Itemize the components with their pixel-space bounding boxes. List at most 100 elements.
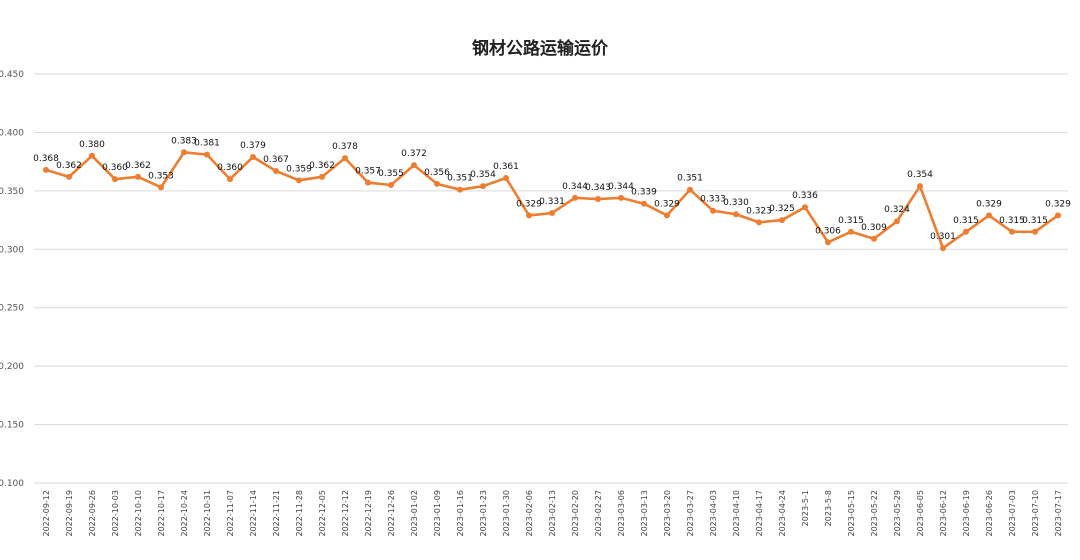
- x-tick-label: 2022-10-17: [157, 490, 166, 537]
- data-label: 0.343: [585, 183, 611, 193]
- x-tick-label: 2023-02-13: [548, 490, 557, 537]
- x-tick-label: 2023-01-16: [456, 490, 465, 537]
- data-label: 0.381: [194, 139, 220, 149]
- data-point: [411, 162, 417, 169]
- data-point: [296, 177, 302, 184]
- x-tick-label: 2022-11-21: [272, 490, 281, 537]
- x-tick-label: 2023-02-27: [594, 490, 603, 537]
- data-label: 0.323: [746, 206, 772, 216]
- x-tick-label: 2023-05-15: [847, 490, 856, 537]
- data-point: [503, 175, 509, 182]
- x-tick-label: 2022-11-14: [249, 490, 258, 537]
- data-point: [595, 196, 601, 203]
- data-point: [986, 212, 992, 219]
- x-tick-label: 2023-03-13: [640, 490, 649, 537]
- data-point: [89, 152, 95, 159]
- data-label: 0.333: [700, 195, 726, 205]
- x-tick-label: 2023-03-06: [617, 490, 626, 537]
- data-point: [434, 180, 440, 187]
- x-tick-label: 2022-09-19: [65, 490, 74, 537]
- data-label: 0.361: [493, 162, 519, 172]
- data-point: [158, 184, 164, 191]
- data-point: [779, 217, 785, 224]
- x-tick-label: 2023-07-10: [1031, 490, 1040, 537]
- x-tick-label: 2023-01-23: [479, 490, 488, 537]
- x-tick-label: 2023-05-29: [893, 490, 902, 537]
- data-label: 0.356: [424, 168, 450, 178]
- data-point: [388, 182, 394, 189]
- x-tick-label: 2022-12-05: [318, 490, 327, 537]
- chart-title: 钢材公路运输运价: [472, 39, 608, 59]
- data-point: [112, 176, 118, 183]
- data-label: 0.362: [56, 161, 82, 171]
- data-label: 0.354: [907, 170, 933, 180]
- data-point: [940, 245, 946, 252]
- y-tick-label: 0.200: [0, 362, 24, 372]
- data-point: [250, 153, 256, 160]
- data-point: [641, 200, 647, 207]
- data-point: [526, 212, 532, 219]
- x-tick-label: 2023-04-17: [755, 490, 764, 537]
- data-label: 0.315: [1022, 216, 1048, 226]
- data-point: [66, 173, 72, 180]
- data-point: [917, 183, 923, 190]
- data-label: 0.379: [240, 141, 266, 151]
- data-point: [963, 228, 969, 235]
- data-point: [871, 235, 877, 242]
- data-label: 0.324: [884, 205, 910, 215]
- x-tick-label: 2023-07-17: [1054, 490, 1063, 537]
- x-tick-label: 2022-09-26: [88, 490, 97, 537]
- x-tick-label: 2023-04-10: [732, 490, 741, 537]
- x-tick-label: 2022-12-26: [387, 490, 396, 537]
- data-label: 0.353: [148, 171, 174, 181]
- data-point: [756, 219, 762, 226]
- x-tick-label: 2022-10-03: [111, 490, 120, 537]
- x-tick-label: 2022-12-19: [364, 490, 373, 537]
- data-label: 0.309: [861, 223, 887, 233]
- data-label: 0.329: [654, 199, 680, 209]
- data-label: 0.354: [470, 170, 496, 180]
- data-point: [135, 173, 141, 180]
- x-tick-label: 2023-5-1: [801, 490, 810, 526]
- x-tick-label: 2023-03-20: [663, 490, 672, 537]
- data-label: 0.315: [953, 216, 979, 226]
- y-axis: 0.100 0.150 0.200 0.250 0.300 0.350 0.400 0.450: [0, 70, 24, 489]
- data-label: 0.360: [217, 163, 243, 173]
- x-tick-label: 2022-10-24: [180, 490, 189, 537]
- y-tick-label: 0.400: [0, 128, 24, 138]
- x-tick-label: 2023-06-12: [939, 490, 948, 537]
- data-label: 0.383: [171, 136, 197, 146]
- x-tick-label: 2023-04-24: [778, 490, 787, 537]
- data-label: 0.351: [447, 174, 473, 184]
- data-label: 0.329: [976, 199, 1002, 209]
- x-tick-label: 2022-11-28: [295, 490, 304, 537]
- data-label: 0.355: [378, 169, 404, 179]
- data-point: [1009, 228, 1015, 235]
- data-point: [273, 167, 279, 174]
- data-label: 0.380: [79, 140, 105, 150]
- y-tick-label: 0.300: [0, 245, 24, 255]
- data-point: [618, 194, 624, 201]
- x-tick-label: 2023-06-05: [916, 490, 925, 537]
- data-label: 0.330: [723, 198, 749, 208]
- data-label: 0.351: [677, 174, 703, 184]
- data-label: 0.360: [102, 163, 128, 173]
- x-tick-label: 2023-06-26: [985, 490, 994, 537]
- x-tick-label: 2023-5-8: [824, 490, 833, 526]
- data-point: [1032, 228, 1038, 235]
- data-label: 0.362: [309, 161, 335, 171]
- y-tick-label: 0.150: [0, 421, 24, 431]
- data-label: 0.367: [263, 155, 289, 165]
- data-labels: 0.3680.3620.3800.3600.3620.3530.3830.381…: [33, 136, 1071, 242]
- y-tick-label: 0.250: [0, 304, 24, 314]
- data-label: 0.362: [125, 161, 151, 171]
- y-tick-label: 0.450: [0, 70, 24, 80]
- data-point: [1055, 212, 1061, 219]
- data-point: [733, 211, 739, 218]
- data-point: [181, 149, 187, 156]
- data-label: 0.306: [815, 226, 841, 236]
- data-point: [687, 186, 693, 193]
- data-point: [319, 173, 325, 180]
